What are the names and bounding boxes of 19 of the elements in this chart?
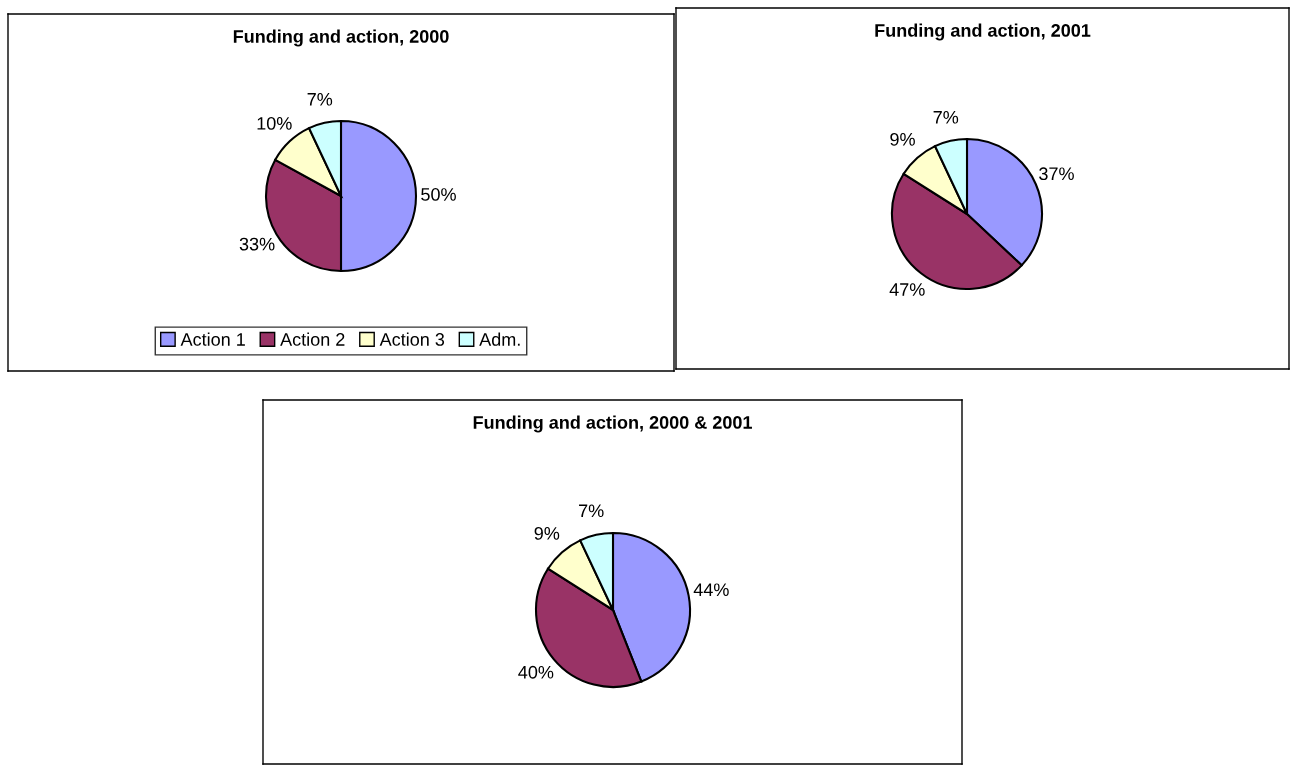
- legend-label: Action 2: [280, 332, 345, 346]
- data-label: 7%: [933, 110, 959, 124]
- data-label: 44%: [693, 583, 729, 597]
- legend-label: Action 3: [379, 332, 445, 346]
- data-label: 9%: [890, 132, 915, 146]
- legend-label: Adm.: [479, 332, 520, 346]
- data-label: 47%: [889, 283, 925, 296]
- chart-title: Funding and action, 2000 & 2001: [473, 415, 752, 433]
- data-label: 37%: [1039, 167, 1074, 181]
- data-label: 7%: [579, 504, 604, 518]
- legend-label: Action 1: [180, 332, 245, 346]
- chart-title: Funding and action, 2001: [875, 23, 1091, 41]
- chart-title: Funding and action, 2000: [233, 29, 449, 47]
- data-label: 10%: [257, 116, 292, 130]
- data-label: 33%: [239, 237, 275, 251]
- data-label: 9%: [534, 526, 560, 540]
- data-label: 50%: [421, 188, 456, 201]
- data-label: 7%: [307, 92, 333, 106]
- data-label: 40%: [518, 665, 554, 679]
